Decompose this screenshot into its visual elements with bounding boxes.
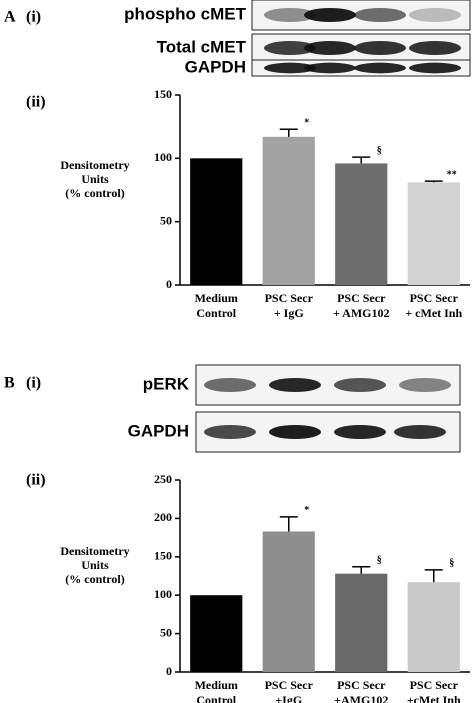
blot-band <box>204 425 256 439</box>
blot-band <box>264 62 316 74</box>
y-axis-label: Densitometry <box>60 158 129 172</box>
bar <box>262 136 315 285</box>
blot-row-label: phospho cMET <box>124 4 246 23</box>
blot-band <box>354 62 406 74</box>
x-tick-label: +AMG102 <box>334 693 388 703</box>
significance-label: § <box>449 558 454 569</box>
x-tick-label: PSC Secr <box>265 291 314 305</box>
bar <box>407 182 460 285</box>
y-tick-label: 200 <box>154 510 172 524</box>
blot-band <box>354 8 406 22</box>
significance-label: § <box>377 555 382 566</box>
significance-label: * <box>304 505 309 516</box>
blot-band <box>264 41 316 55</box>
blot-label: (i) <box>26 375 41 392</box>
blot-row-label: GAPDH <box>185 57 246 76</box>
blot-band <box>334 378 386 392</box>
y-tick-label: 250 <box>154 472 172 486</box>
x-tick-label: PSC Secr <box>410 678 459 692</box>
x-tick-label: Medium <box>195 291 238 305</box>
y-tick-label: 50 <box>160 625 172 639</box>
blot-band <box>354 41 406 55</box>
y-tick-label: 100 <box>154 150 172 164</box>
chart-label: (ii) <box>26 472 46 489</box>
blot-label: (i) <box>26 9 41 26</box>
blot-band <box>304 8 356 22</box>
x-tick-label: + IgG <box>274 306 304 320</box>
x-tick-label: +IgG <box>275 693 302 703</box>
panel-label: A <box>4 9 16 26</box>
panel-label: B <box>4 375 15 392</box>
blot-band <box>304 62 356 74</box>
blot-row-label: pERK <box>143 374 190 393</box>
bar <box>335 573 388 672</box>
significance-label: * <box>304 117 309 128</box>
bar <box>335 163 388 285</box>
x-tick-label: Control <box>196 306 236 320</box>
blot-band <box>409 8 461 22</box>
blot-band <box>269 425 321 439</box>
y-tick-label: 50 <box>160 213 172 227</box>
blot-band <box>204 378 256 392</box>
y-tick-label: 0 <box>166 664 172 678</box>
y-axis-label: Units <box>81 558 109 572</box>
blot-band <box>304 41 356 55</box>
x-tick-label: PSC Secr <box>265 678 314 692</box>
y-tick-label: 100 <box>154 587 172 601</box>
blot-band <box>334 425 386 439</box>
blot-band <box>399 378 451 392</box>
blot-band <box>409 41 461 55</box>
chart-label: (ii) <box>26 94 46 111</box>
bar <box>407 582 460 672</box>
x-tick-label: PSC Secr <box>410 291 459 305</box>
y-axis-label: Densitometry <box>60 544 129 558</box>
blot-band <box>394 425 446 439</box>
x-tick-label: + cMet Inh <box>405 306 462 320</box>
blot-band <box>264 8 316 22</box>
y-axis-label: (% control) <box>65 186 124 200</box>
y-tick-label: 150 <box>154 549 172 563</box>
x-tick-label: PSC Secr <box>337 678 386 692</box>
y-axis-label: Units <box>81 172 109 186</box>
significance-label: § <box>377 145 382 156</box>
blot-row-label: Total cMET <box>157 37 247 56</box>
x-tick-label: Control <box>196 693 236 703</box>
significance-label: ** <box>447 169 457 180</box>
bar <box>262 531 315 672</box>
y-tick-label: 0 <box>166 277 172 291</box>
y-tick-label: 150 <box>154 87 172 101</box>
blot-row-label: GAPDH <box>128 421 189 440</box>
bar <box>190 595 243 672</box>
blot-band <box>409 62 461 74</box>
x-tick-label: +cMet Inh <box>407 693 461 703</box>
y-axis-label: (% control) <box>65 572 124 586</box>
blot-band <box>269 378 321 392</box>
x-tick-label: Medium <box>195 678 238 692</box>
x-tick-label: PSC Secr <box>337 291 386 305</box>
bar <box>190 158 243 285</box>
x-tick-label: + AMG102 <box>333 306 390 320</box>
